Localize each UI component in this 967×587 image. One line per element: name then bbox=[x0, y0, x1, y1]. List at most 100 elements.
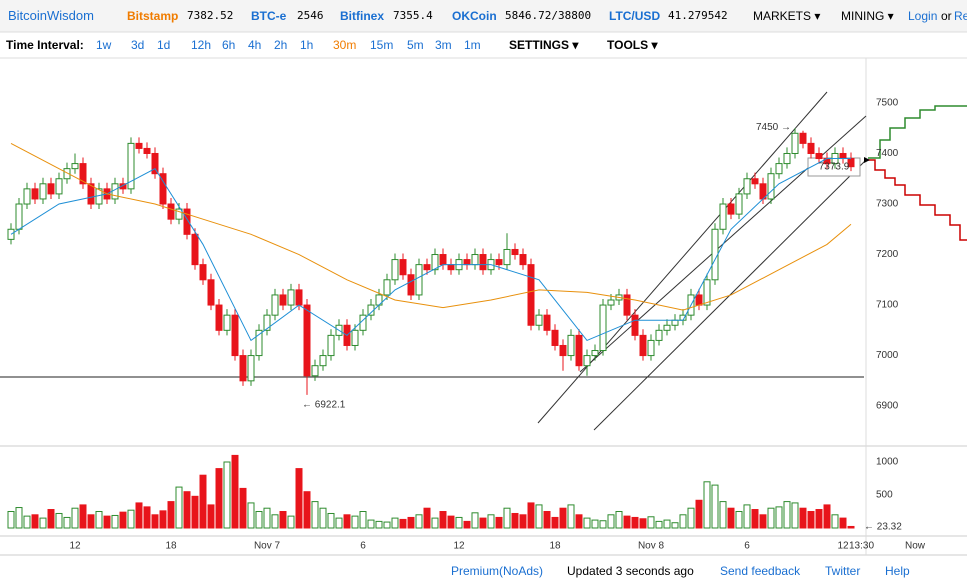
volume-bar bbox=[783, 501, 791, 529]
candle-body bbox=[663, 324, 671, 331]
interval[interactable]: 3m bbox=[435, 38, 452, 52]
candle-body bbox=[391, 259, 399, 281]
volume-bar bbox=[583, 517, 591, 529]
volume-bar bbox=[247, 502, 255, 529]
last-price-marker bbox=[864, 157, 870, 163]
ticker-price: 2546 bbox=[297, 9, 324, 22]
candle-body bbox=[839, 152, 847, 160]
candle-body bbox=[39, 183, 47, 200]
volume-bar bbox=[47, 509, 55, 529]
volume-bar bbox=[535, 504, 543, 529]
volume-bar bbox=[479, 517, 487, 529]
candle-body bbox=[799, 132, 807, 144]
volume-bar bbox=[551, 516, 559, 529]
volume-bar bbox=[175, 486, 183, 529]
volume-bar bbox=[575, 514, 583, 529]
volume-bar bbox=[503, 507, 511, 529]
volume-bar bbox=[95, 511, 103, 529]
interval[interactable]: 1d bbox=[157, 38, 171, 52]
login[interactable]: Login bbox=[908, 9, 938, 23]
ticker-name[interactable]: LTC/USD bbox=[609, 9, 661, 23]
volume-bar bbox=[71, 507, 79, 529]
candle-body bbox=[623, 294, 631, 316]
volume-bar bbox=[335, 517, 343, 529]
candle-body bbox=[607, 299, 615, 306]
candle-body bbox=[639, 334, 647, 357]
menu-label: MARKETS bbox=[753, 9, 812, 23]
footer-link[interactable]: Send feedback bbox=[720, 564, 801, 578]
ticker-name[interactable]: OKCoin bbox=[452, 9, 497, 23]
candle-body bbox=[599, 304, 607, 352]
settings[interactable]: SETTINGS ▾ bbox=[509, 38, 579, 52]
candle-body bbox=[503, 248, 511, 266]
y-tick-label: 6900 bbox=[876, 401, 899, 412]
brand[interactable]: BitcoinWisdom bbox=[8, 8, 94, 23]
footer-link[interactable]: Premium(NoAds) bbox=[451, 564, 544, 578]
volume-bar bbox=[751, 509, 759, 529]
register[interactable]: Re bbox=[954, 9, 967, 23]
interval[interactable]: 12h bbox=[191, 38, 212, 52]
volume-bar bbox=[759, 514, 767, 529]
candle-body bbox=[319, 355, 327, 367]
interval[interactable]: 15m bbox=[370, 38, 394, 52]
tools[interactable]: TOOLS ▾ bbox=[607, 38, 658, 52]
interval[interactable]: 2h bbox=[274, 38, 288, 52]
volume-bar bbox=[359, 511, 367, 529]
volume-bar bbox=[87, 514, 95, 529]
interval[interactable]: 1m bbox=[464, 38, 481, 52]
candle-body bbox=[295, 289, 303, 306]
ticker-name[interactable]: BTC-e bbox=[251, 9, 287, 23]
ticker-name[interactable]: Bitstamp bbox=[127, 9, 179, 23]
volume-bar bbox=[599, 520, 607, 529]
ask-depth bbox=[868, 159, 967, 241]
candle-body bbox=[535, 314, 543, 326]
volume-bar bbox=[271, 514, 279, 529]
candle-body bbox=[647, 339, 655, 357]
footer-link[interactable]: Twitter bbox=[825, 564, 861, 578]
volume-bar bbox=[695, 499, 703, 529]
interval[interactable]: 6h bbox=[222, 38, 236, 52]
candle-body bbox=[135, 142, 143, 149]
interval[interactable]: 5m bbox=[407, 38, 424, 52]
x-tick-label: 18 bbox=[165, 541, 177, 552]
volume-bar bbox=[527, 502, 535, 529]
volume-bar bbox=[15, 507, 23, 529]
moving-average bbox=[10, 158, 851, 342]
menu[interactable]: MINING ▾ bbox=[841, 9, 894, 23]
candle-body bbox=[575, 334, 583, 367]
interval[interactable]: 1h bbox=[300, 38, 314, 52]
volume-bar bbox=[799, 507, 807, 529]
footer-link[interactable]: Help bbox=[885, 564, 910, 578]
volume-bar bbox=[295, 468, 303, 529]
interval[interactable]: 4h bbox=[248, 38, 262, 52]
candle-body bbox=[71, 163, 79, 170]
volume-bar bbox=[607, 514, 615, 529]
volume-bar bbox=[111, 514, 119, 529]
volume-bar bbox=[463, 520, 471, 529]
interval[interactable]: 3d bbox=[131, 38, 145, 52]
candle-body bbox=[543, 314, 551, 331]
volume-bar bbox=[183, 491, 191, 529]
volume-bar bbox=[263, 507, 271, 529]
interval[interactable]: 30m bbox=[333, 38, 357, 52]
volume-bar bbox=[351, 515, 359, 529]
volume-bar bbox=[703, 481, 711, 529]
candle-body bbox=[119, 183, 127, 190]
interval[interactable]: 1w bbox=[96, 38, 112, 52]
volume-bar bbox=[327, 512, 335, 529]
candle-body bbox=[479, 254, 487, 271]
candle-body bbox=[807, 142, 815, 154]
candle-body bbox=[727, 203, 735, 215]
volume-bar bbox=[223, 461, 231, 529]
volume-bar bbox=[743, 504, 751, 529]
menu-label: MINING bbox=[841, 9, 885, 23]
candle-body bbox=[15, 203, 23, 230]
candle-body bbox=[439, 254, 447, 266]
volume-bar bbox=[591, 519, 599, 529]
ticker-name[interactable]: Bitfinex bbox=[340, 9, 385, 23]
candle-body bbox=[527, 264, 535, 326]
volume-bar bbox=[319, 507, 327, 529]
volume-tick-label: 500 bbox=[876, 490, 893, 501]
menu[interactable]: MARKETS ▾ bbox=[753, 9, 821, 23]
